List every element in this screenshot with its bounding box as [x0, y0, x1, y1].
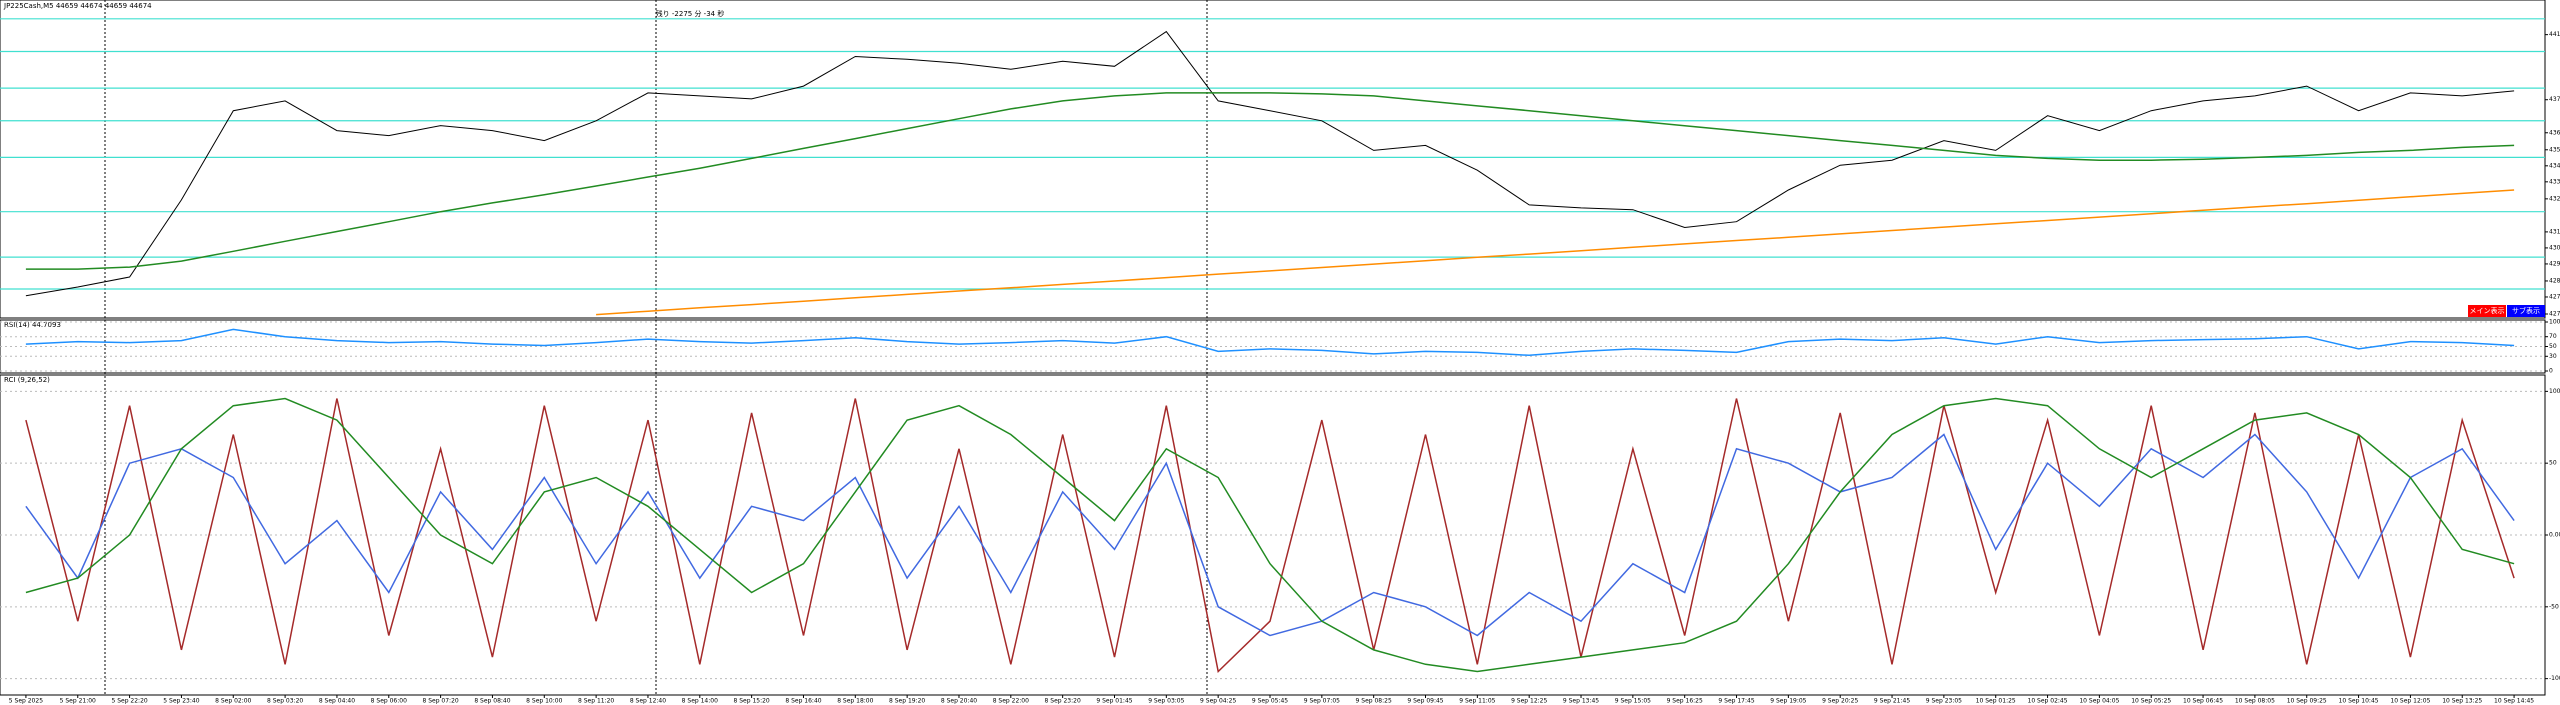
x-tick-label: 8 Sep 03:20: [267, 698, 303, 705]
y-tick-label: 42796: [2549, 293, 2560, 300]
x-tick-label: 8 Sep 10:00: [526, 698, 562, 705]
x-tick-label: 9 Sep 04:25: [1200, 698, 1236, 705]
y-tick-label: 44106: [2549, 31, 2560, 38]
x-tick-label: 9 Sep 08:25: [1356, 698, 1392, 705]
x-tick-label: 9 Sep 15:05: [1615, 698, 1651, 705]
chart-title: JP225Cash,M5 44659 44674 44659 44674: [3, 2, 152, 10]
x-tick-label: 9 Sep 11:05: [1459, 698, 1495, 705]
series-line: [25, 433, 2515, 637]
y-tick-label: -100: [2549, 675, 2560, 682]
rci-title: RCI (9,26,52): [4, 376, 50, 384]
main-button[interactable]: [2468, 305, 2506, 317]
x-tick-label: 8 Sep 11:20: [578, 698, 614, 705]
x-tick-label: 10 Sep 13:25: [2442, 698, 2482, 705]
y-tick-label: 100: [2549, 319, 2560, 326]
x-tick-label: 9 Sep 16:25: [1667, 698, 1703, 705]
x-tick-label: 9 Sep 12:25: [1511, 698, 1547, 705]
x-tick-label: 9 Sep 07:05: [1304, 698, 1340, 705]
y-tick-label: 50: [2549, 343, 2557, 350]
y-tick-label: 43286: [2549, 195, 2560, 202]
series-line: [25, 397, 2515, 673]
x-tick-label: 8 Sep 16:40: [785, 698, 821, 705]
x-tick-label: 5 Sep 22:20: [111, 698, 147, 705]
y-tick-label: 42876: [2549, 277, 2560, 284]
x-tick-label: 9 Sep 23:05: [1926, 698, 1962, 705]
rsi-title: RSI(14) 44.7093: [4, 321, 61, 329]
x-tick-label: 9 Sep 19:05: [1770, 698, 1806, 705]
x-tick-label: 5 Sep 23:40: [163, 698, 199, 705]
y-tick-label: 0.00: [2549, 532, 2560, 539]
y-tick-label: 70: [2549, 333, 2557, 340]
y-tick-label: 43451: [2549, 162, 2560, 169]
y-tick-label: 43041: [2549, 244, 2560, 251]
x-tick-label: 8 Sep 22:00: [993, 698, 1029, 705]
x-tick-label: 10 Sep 08:05: [2235, 698, 2275, 705]
x-tick-label: 10 Sep 14:45: [2494, 698, 2534, 705]
x-tick-label: 10 Sep 09:25: [2287, 698, 2327, 705]
x-tick-label: 9 Sep 17:45: [1718, 698, 1754, 705]
x-tick-label: 8 Sep 20:40: [941, 698, 977, 705]
x-tick-label: 10 Sep 05:25: [2131, 698, 2171, 705]
x-tick-label: 9 Sep 13:45: [1563, 698, 1599, 705]
x-tick-label: 10 Sep 10:45: [2339, 698, 2379, 705]
x-tick-label: 10 Sep 02:45: [2028, 698, 2068, 705]
sub-button-label[interactable]: サブ表示: [2512, 306, 2540, 315]
series-line: [25, 398, 2515, 674]
main-panel: [0, 0, 2546, 319]
y-tick-label: 0: [2549, 368, 2553, 375]
x-tick-label: 8 Sep 15:20: [734, 698, 770, 705]
x-tick-label: 8 Sep 19:20: [889, 698, 925, 705]
x-tick-label: 9 Sep 21:45: [1874, 698, 1910, 705]
x-tick-label: 10 Sep 12:05: [2390, 698, 2430, 705]
x-tick-label: 8 Sep 14:00: [682, 698, 718, 705]
series-line: [25, 92, 2515, 270]
x-tick-label: 10 Sep 01:25: [1976, 698, 2016, 705]
y-tick-label: 42711: [2549, 310, 2560, 317]
x-tick-label: 8 Sep 04:40: [319, 698, 355, 705]
y-tick-label: 30: [2549, 353, 2557, 360]
x-tick-label: 8 Sep 23:20: [1045, 698, 1081, 705]
main-button-label[interactable]: メイン表示: [2470, 306, 2505, 315]
x-tick-label: 8 Sep 06:00: [371, 698, 407, 705]
x-tick-label: 9 Sep 20:25: [1822, 698, 1858, 705]
series-line: [25, 30, 2515, 297]
y-tick-label: 43616: [2549, 129, 2560, 136]
series-line: [596, 189, 2515, 316]
x-tick-label: 9 Sep 05:45: [1252, 698, 1288, 705]
y-tick-label: 43121: [2549, 228, 2560, 235]
x-tick-label: 8 Sep 18:00: [837, 698, 873, 705]
y-tick-label: -50: [2549, 603, 2559, 610]
y-tick-label: 50: [2549, 460, 2557, 467]
x-tick-label: 5 Sep 2025: [9, 698, 43, 705]
x-tick-label: 8 Sep 02:00: [215, 698, 251, 705]
x-tick-label: 9 Sep 09:45: [1407, 698, 1443, 705]
x-tick-label: 9 Sep 01:45: [1096, 698, 1132, 705]
x-tick-label: 8 Sep 08:40: [474, 698, 510, 705]
x-tick-label: 5 Sep 21:00: [60, 698, 96, 705]
y-tick-label: 43531: [2549, 146, 2560, 153]
y-tick-label: 42961: [2549, 260, 2560, 267]
series-line: [25, 328, 2515, 357]
x-tick-label: 9 Sep 03:05: [1148, 698, 1184, 705]
annotation: 残り -2275 分 -34 秒: [656, 9, 725, 18]
x-tick-label: 10 Sep 04:05: [2079, 698, 2119, 705]
x-tick-label: 10 Sep 06:45: [2183, 698, 2223, 705]
y-tick-label: 43371: [2549, 178, 2560, 185]
y-tick-label: 43781: [2549, 96, 2560, 103]
y-tick-label: 100: [2549, 388, 2560, 395]
x-tick-label: 8 Sep 07:20: [422, 698, 458, 705]
sub-button[interactable]: [2507, 305, 2545, 317]
x-tick-label: 8 Sep 12:40: [630, 698, 666, 705]
